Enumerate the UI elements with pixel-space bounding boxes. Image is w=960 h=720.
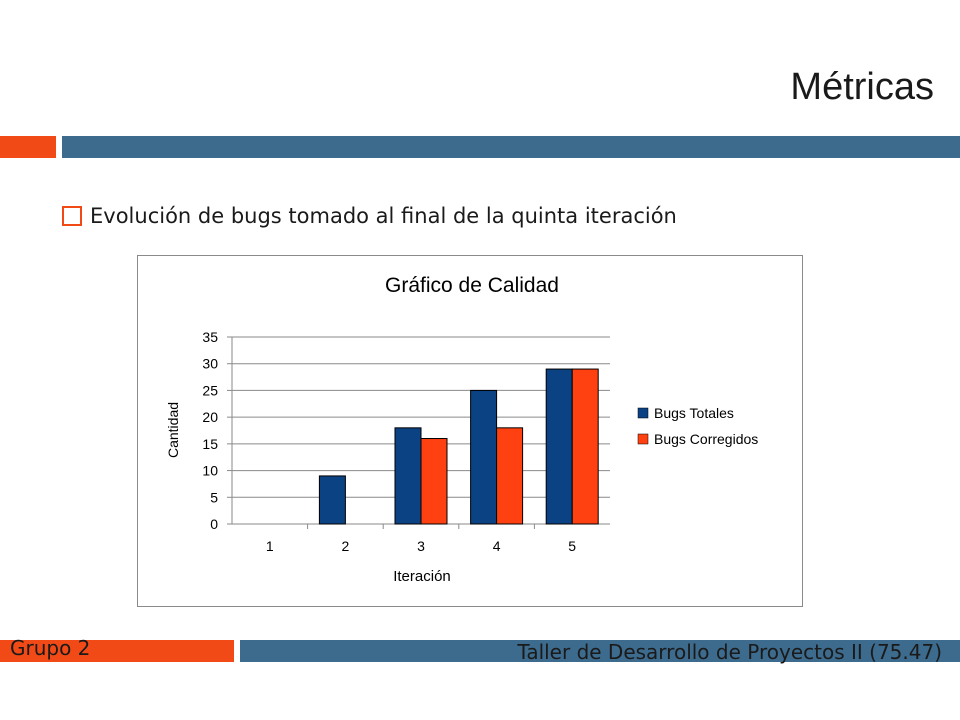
bar-bugs-totales-3 (394, 427, 422, 525)
y-tick-label: 5 (210, 489, 218, 505)
chart-frame: Gráfico de Calidad Iteración Cantidad 0 5… (137, 255, 803, 607)
y-tick-label: 0 (210, 516, 218, 532)
x-tick-label: 1 (266, 538, 274, 554)
x-tick-label: 2 (342, 538, 350, 554)
legend-swatch (637, 433, 649, 445)
y-tick-label: 20 (202, 409, 218, 425)
square-bullet-icon (62, 206, 82, 226)
bar-bugs-corregidos-5 (571, 368, 599, 525)
chart-title: Gráfico de Calidad (385, 274, 559, 297)
legend-swatch (637, 407, 649, 419)
bar-bugs-corregidos-4 (496, 427, 524, 525)
slide-title: Métricas (790, 66, 934, 108)
bar-bugs-corregidos-3 (420, 438, 448, 525)
x-axis-label: Iteración (393, 568, 451, 585)
x-tick-label: 5 (568, 538, 576, 554)
x-tick-label: 3 (417, 538, 425, 554)
bar-bugs-totales-2 (318, 475, 346, 525)
legend-label: Bugs Corregidos (654, 431, 758, 447)
x-tick-label: 4 (493, 538, 501, 554)
quality-bar-chart: Gráfico de Calidad Iteración Cantidad 0 5… (165, 274, 758, 585)
bullet-item: Evolución de bugs tomado al final de la … (62, 204, 677, 228)
bar-bugs-totales-5 (545, 368, 573, 525)
y-tick-label: 25 (202, 382, 218, 398)
bullet-text: Evolución de bugs tomado al final de la … (90, 204, 677, 228)
y-tick-label: 35 (202, 329, 218, 345)
y-tick-label: 15 (202, 436, 218, 452)
y-tick-label: 10 (202, 463, 218, 479)
y-axis-label: Cantidad (165, 402, 181, 458)
footer-group-name: Grupo 2 (10, 636, 91, 660)
footer-course-name: Taller de Desarrollo de Proyectos II (75… (517, 640, 942, 664)
footer-accent-orange-bar (0, 640, 234, 662)
legend-label: Bugs Totales (654, 405, 734, 421)
y-tick-label: 30 (202, 356, 218, 372)
header-accent-orange-bar (0, 136, 56, 158)
header-accent-blue-bar (62, 136, 960, 158)
footer-accent-blue-bar (240, 640, 960, 662)
bar-bugs-totales-4 (470, 389, 498, 525)
